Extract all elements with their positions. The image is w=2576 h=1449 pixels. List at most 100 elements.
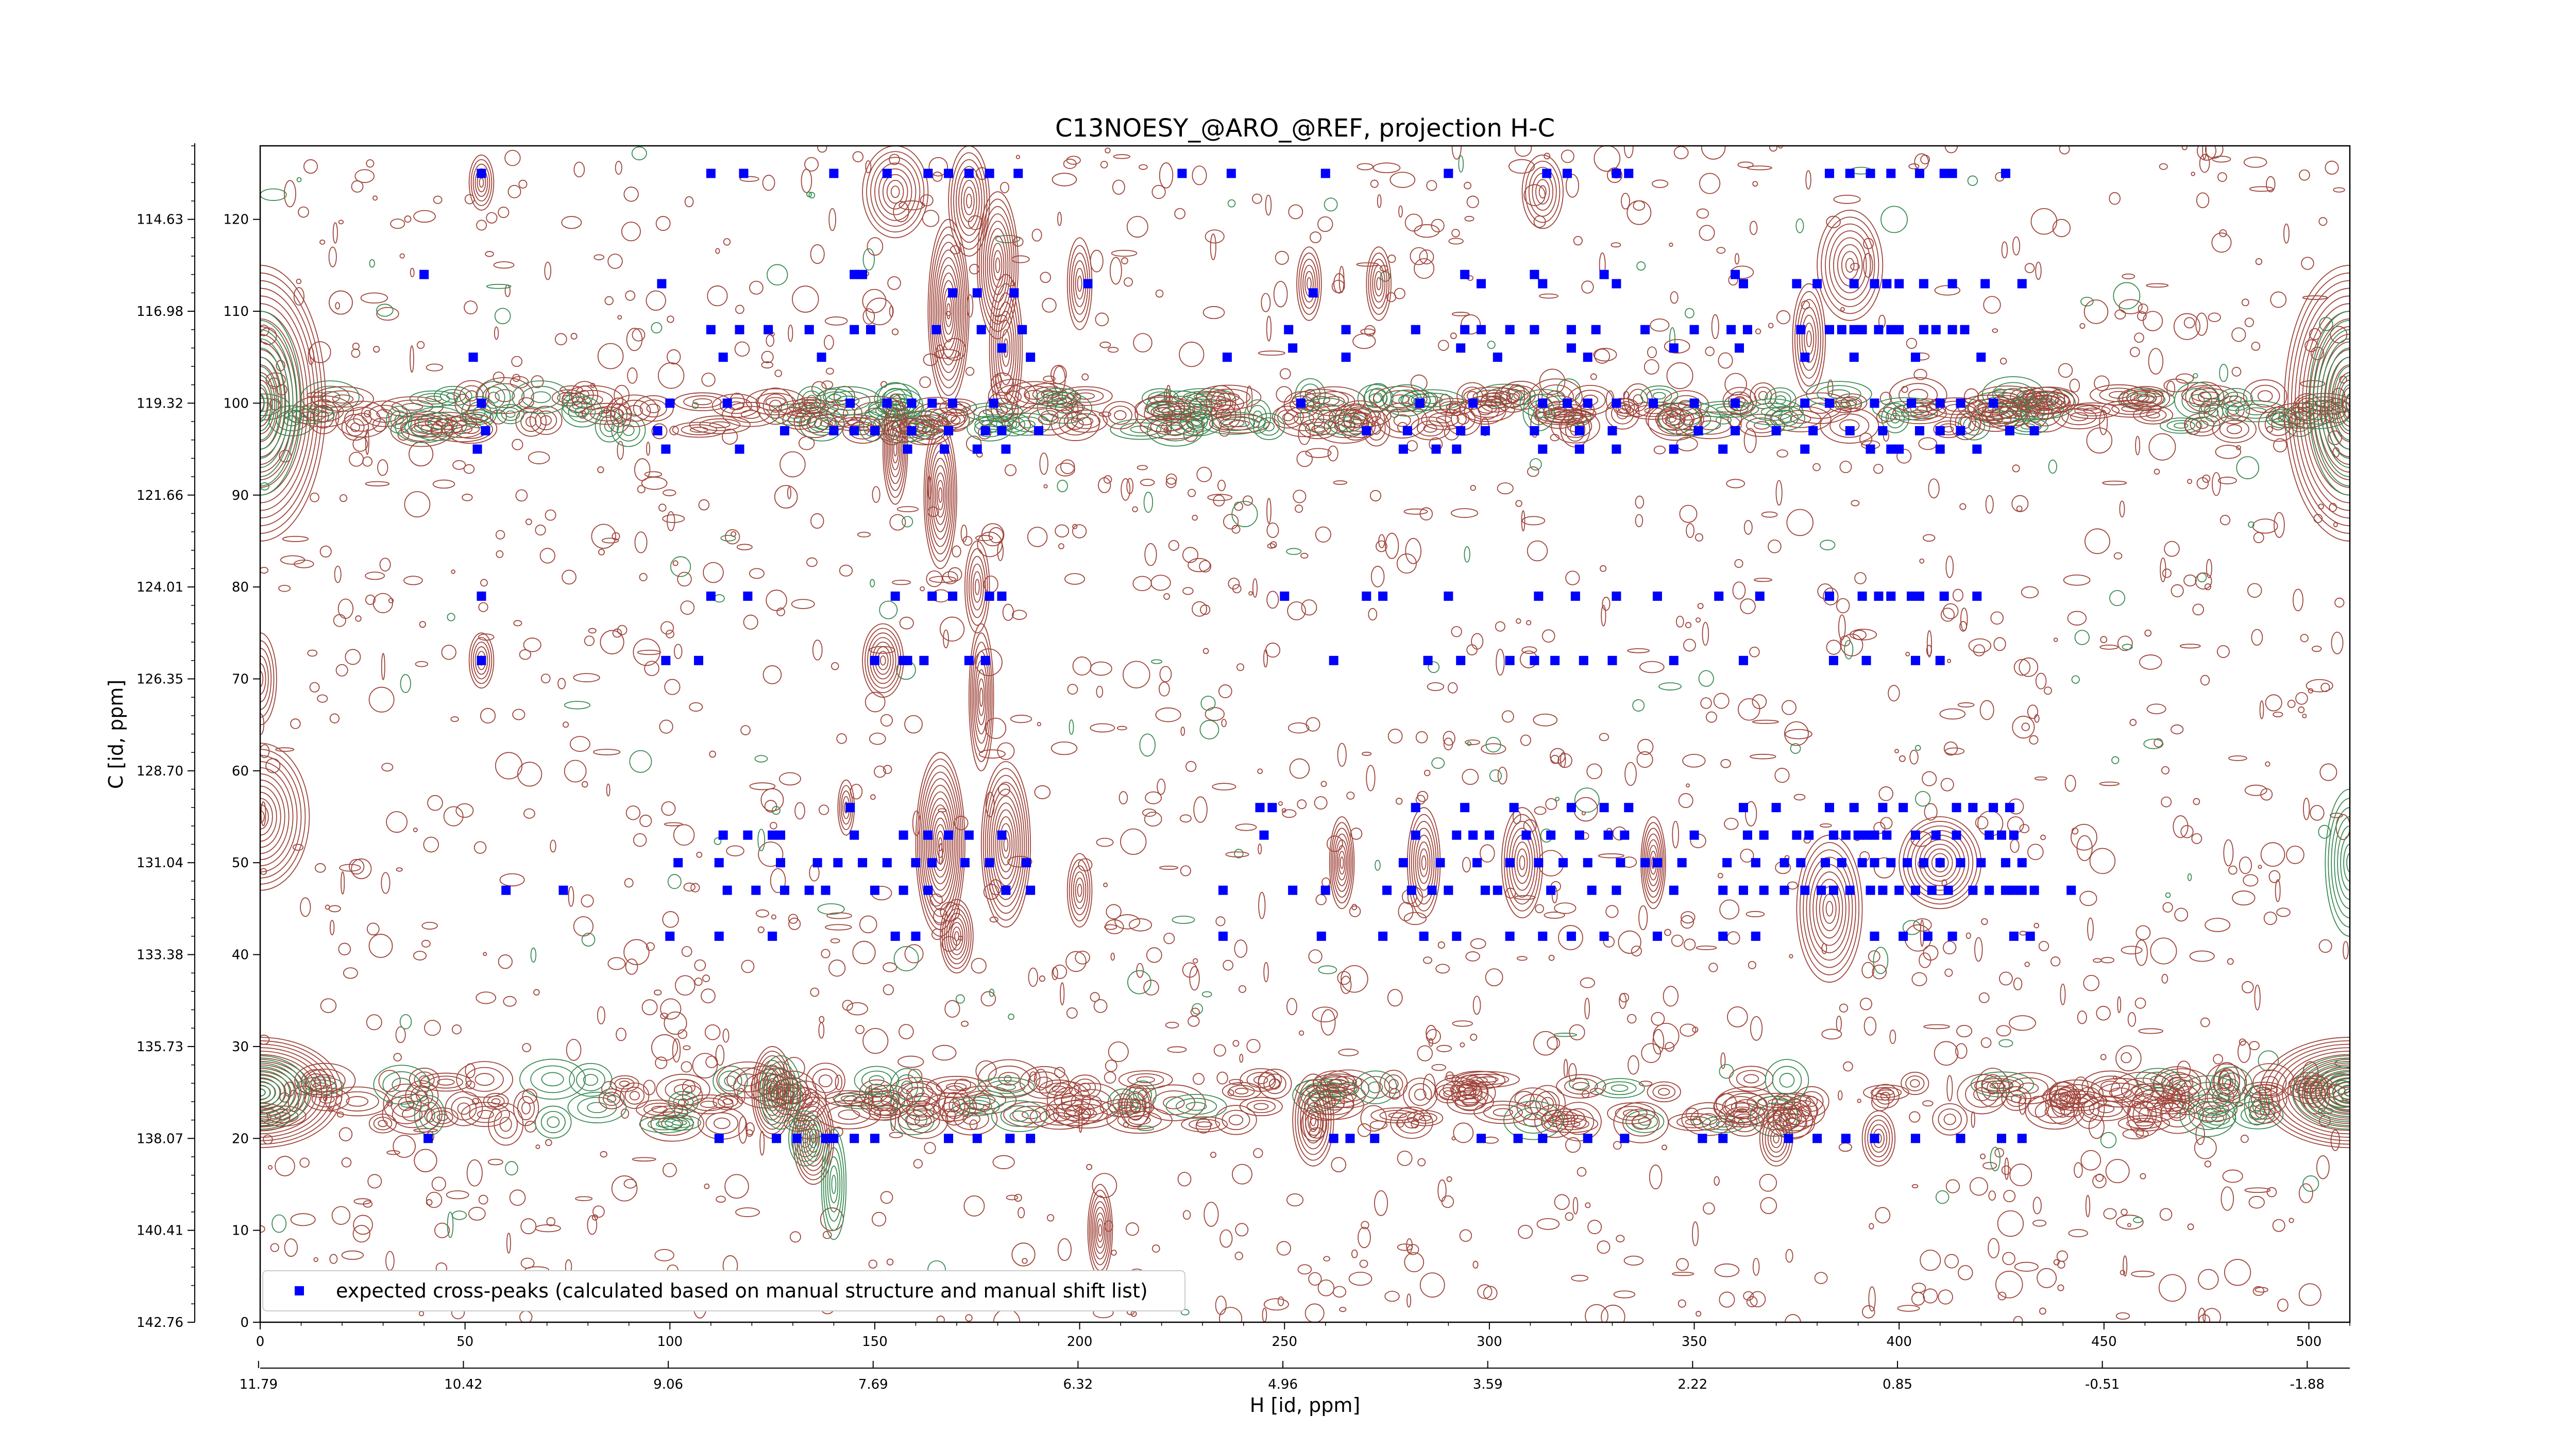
noise-contour — [1266, 591, 1279, 609]
cross-peak-point — [964, 655, 974, 665]
noise-contour — [1601, 1304, 1625, 1322]
peak-contour — [1747, 1092, 1811, 1111]
peak-contour — [993, 250, 1003, 281]
peak-contour — [390, 410, 408, 429]
cross-peak-point — [1476, 325, 1486, 334]
noise-contour — [1923, 1024, 1950, 1030]
peak-contour — [765, 397, 786, 407]
noise-contour — [2302, 713, 2307, 718]
peak-contour — [952, 926, 961, 946]
noise-contour — [1969, 1177, 1988, 1196]
peak-contour — [469, 1106, 502, 1123]
noise-contour — [1375, 860, 1381, 871]
noise-contour — [1405, 538, 1421, 564]
peak-contour — [2074, 405, 2111, 417]
noise-contour — [1273, 281, 1288, 308]
peak-contour — [1408, 1083, 1432, 1106]
noise-contour — [2273, 438, 2287, 452]
cross-peak-point — [1177, 169, 1187, 178]
noise-contour — [1752, 181, 1758, 187]
noise-contour — [2035, 672, 2047, 689]
noise-contour — [421, 921, 438, 930]
cross-peak-point — [1796, 858, 1806, 868]
peak-contour — [1209, 414, 1270, 434]
peak-contour — [938, 487, 943, 503]
peak-contour — [2331, 364, 2350, 442]
peak-contour — [2320, 1073, 2350, 1111]
peak-contour — [639, 399, 667, 418]
peak-contour — [1790, 414, 1811, 424]
noise-contour — [1905, 651, 1910, 656]
noise-contour — [1282, 809, 1297, 818]
peak-contour — [1185, 411, 1208, 431]
peak-contour — [793, 416, 806, 424]
peak-contour — [938, 837, 943, 852]
peak-contour — [1493, 1108, 1514, 1117]
noise-contour — [1298, 1030, 1304, 1036]
noise-contour — [1920, 1250, 1941, 1271]
noise-contour — [1717, 872, 1723, 879]
peak-contour — [1298, 252, 1320, 315]
noise-contour — [1521, 646, 1537, 654]
noise-contour — [1289, 758, 1310, 779]
noise-contour — [2268, 870, 2281, 883]
peak-contour — [764, 1073, 781, 1111]
noise-contour — [852, 940, 876, 965]
noise-contour — [774, 369, 782, 377]
noise-contour — [1110, 952, 1115, 961]
noise-contour — [1362, 751, 1372, 756]
noise-contour — [975, 535, 993, 542]
noise-contour — [376, 304, 394, 317]
noise-contour — [1868, 950, 1880, 963]
noise-contour — [1956, 1024, 1973, 1038]
noise-contour — [2121, 1208, 2128, 1216]
noise-contour — [715, 248, 720, 254]
cross-peak-point — [1812, 1134, 1822, 1143]
cross-peak-point — [1452, 830, 1462, 840]
peak-contour — [350, 423, 360, 432]
noise-contour — [1376, 540, 1387, 552]
noise-contour — [1998, 1039, 2013, 1048]
cross-peak-point — [1329, 1134, 1338, 1143]
noise-contour — [2040, 834, 2046, 840]
peak-contour — [886, 179, 904, 204]
noise-contour — [1942, 603, 1959, 619]
peak-contour — [373, 1065, 430, 1105]
noise-contour — [2295, 692, 2308, 705]
cross-peak-point — [768, 830, 777, 840]
peak-contour — [312, 406, 334, 417]
noise-contour — [2105, 1159, 2130, 1184]
cross-peak-point — [1910, 1134, 1920, 1143]
peak-contour — [2341, 384, 2350, 422]
noise-contour — [2013, 1316, 2023, 1322]
cross-peak-point — [1947, 325, 1957, 334]
peak-contour — [386, 406, 413, 434]
noise-contour — [1958, 1265, 1973, 1280]
peak-contour — [1333, 833, 1350, 892]
noise-contour — [2115, 1045, 2142, 1072]
peak-contour — [1421, 409, 1467, 430]
noise-contour — [704, 1183, 710, 1189]
noise-contour — [433, 195, 443, 204]
cross-peak-point — [1583, 858, 1592, 868]
peak-contour — [879, 655, 886, 666]
noise-contour — [1398, 205, 1403, 218]
peak-contour — [461, 423, 480, 434]
noise-contour — [1118, 791, 1128, 804]
noise-contour — [504, 149, 521, 166]
noise-contour — [520, 1218, 537, 1235]
noise-contour — [480, 579, 488, 587]
peak-contour — [260, 1073, 285, 1111]
noise-contour — [1483, 1286, 1498, 1301]
noise-contour — [1713, 693, 1730, 709]
noise-contour — [1873, 857, 1895, 879]
noise-contour — [1516, 618, 1521, 624]
noise-contour — [1590, 373, 1597, 380]
noise-contour — [637, 649, 662, 655]
noise-contour — [1417, 1158, 1426, 1167]
peak-contour — [991, 243, 1005, 288]
cross-peak-point — [472, 444, 482, 454]
noise-contour — [2136, 925, 2151, 940]
peak-contour — [260, 670, 264, 687]
cross-peak-point — [1866, 444, 1875, 454]
